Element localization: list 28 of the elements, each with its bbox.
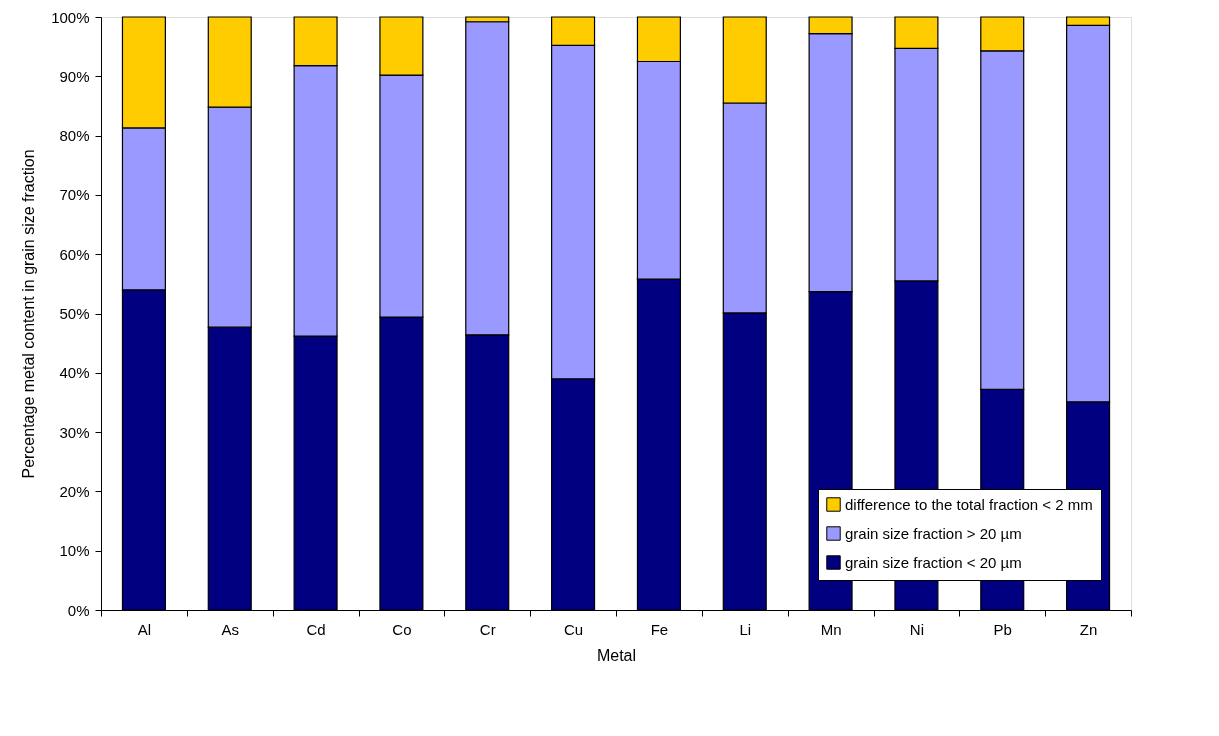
y-tick-label: 40% [59,364,90,382]
x-tick-label: Co [392,620,412,638]
y-tick-label: 70% [59,186,90,204]
y-tick-label: 30% [59,423,90,441]
x-tick-label: Mn [820,620,842,638]
x-tick-label: Pb [993,620,1012,638]
y-tick-label: 100% [51,8,90,26]
y-axis-title: Percentage metal content in grain size fraction [20,149,38,479]
y-tick-label: 10% [59,542,90,560]
x-tick-label: Fe [650,620,669,638]
x-tick-label: Zn [1079,620,1098,638]
x-tick-label: Cr [479,620,496,638]
legend-label: grain size fraction > 20 µm [845,524,1022,542]
legend-label: difference to the total fraction < 2 mm [845,495,1093,513]
legend-label: grain size fraction < 20 µm [845,553,1022,571]
x-tick-label: As [221,620,240,638]
x-tick-label: Cd [306,620,326,638]
x-tick-label: Ni [909,620,924,638]
x-tick-label: Al [137,620,152,638]
y-tick-label: 60% [59,245,90,263]
x-tick-label: Cu [563,620,584,638]
x-axis-title: Metal [596,646,637,664]
y-tick-label: 0% [67,601,90,619]
x-tick-label: Li [739,620,752,638]
y-tick-label: 90% [59,67,90,85]
y-tick-label: 20% [59,482,90,500]
y-tick-label: 50% [59,305,90,322]
y-tick-label: 80% [59,127,90,145]
